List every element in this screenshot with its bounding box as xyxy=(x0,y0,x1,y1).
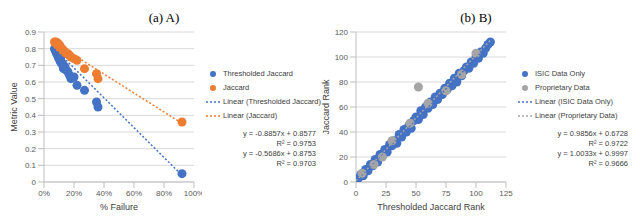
html-text:y = -0.8857x + 0.8577: y = -0.8857x + 0.8577 xyxy=(243,129,316,138)
svg-text:Jaccard Rank: Jaccard Rank xyxy=(321,79,331,135)
svg-text:0.9: 0.9 xyxy=(25,28,37,37)
html-text:Linear (ISIC Data Only): Linear (ISIC Data Only) xyxy=(535,97,613,106)
html-text:Linear (Proprietary Data): Linear (Proprietary Data) xyxy=(535,111,618,120)
svg-text:120: 120 xyxy=(335,28,349,37)
svg-text:0.4: 0.4 xyxy=(25,111,37,120)
svg-text:0.7: 0.7 xyxy=(25,61,37,70)
html-text:(b) B): (b) B) xyxy=(460,10,492,25)
svg-text:60: 60 xyxy=(339,103,348,112)
svg-text:% Failure: % Failure xyxy=(100,202,138,210)
html-text:ISIC Data Only: ISIC Data Only xyxy=(535,69,585,78)
html-text:Linear (Thresholded Jaccard): Linear (Thresholded Jaccard) xyxy=(223,97,321,106)
svg-text:0.6: 0.6 xyxy=(25,78,37,87)
svg-text:100: 100 xyxy=(335,53,349,62)
svg-text:40: 40 xyxy=(339,128,348,137)
svg-text:50: 50 xyxy=(412,189,421,198)
svg-text:0: 0 xyxy=(32,178,37,187)
svg-text:0.8: 0.8 xyxy=(25,45,37,54)
svg-text:0.2: 0.2 xyxy=(25,145,37,154)
svg-text:0.5: 0.5 xyxy=(25,95,37,104)
svg-text:100: 100 xyxy=(469,189,483,198)
svg-text:75: 75 xyxy=(442,189,451,198)
svg-text:0: 0 xyxy=(354,189,359,198)
html-text:R² = 0.9666: R² = 0.9666 xyxy=(588,159,628,168)
svg-text:20%: 20% xyxy=(66,189,82,198)
html-text:y = 0.9856x + 0.6728: y = 0.9856x + 0.6728 xyxy=(557,129,628,138)
html-text:y = -0.5686x + 0.8753: y = -0.5686x + 0.8753 xyxy=(243,149,316,158)
svg-text:80: 80 xyxy=(339,78,348,87)
svg-text:0%: 0% xyxy=(38,189,50,198)
svg-text:Metric Value: Metric Value xyxy=(9,82,19,131)
svg-text:100%: 100% xyxy=(184,189,202,198)
svg-text:0.1: 0.1 xyxy=(25,161,37,170)
svg-text:Thresholded Jaccard Rank: Thresholded Jaccard Rank xyxy=(377,202,485,210)
svg-text:20: 20 xyxy=(339,153,348,162)
html-text:R² = 0.9722: R² = 0.9722 xyxy=(588,139,628,148)
html-text:R² = 0.9703: R² = 0.9703 xyxy=(276,159,316,168)
svg-text:0: 0 xyxy=(344,178,349,187)
html-text:Thresholded Jaccard: Thresholded Jaccard xyxy=(223,69,293,78)
svg-text:125: 125 xyxy=(499,189,513,198)
html-text:y = 1.0033x + 0.9997: y = 1.0033x + 0.9997 xyxy=(557,149,628,158)
html-text:Linear (Jaccard): Linear (Jaccard) xyxy=(223,111,278,120)
html-text:(a) A): (a) A) xyxy=(148,10,180,25)
html-text:R² = 0.9753: R² = 0.9753 xyxy=(276,139,316,148)
svg-text:60%: 60% xyxy=(126,189,142,198)
svg-text:0.3: 0.3 xyxy=(25,128,37,137)
svg-text:25: 25 xyxy=(382,189,391,198)
html-text:Proprietary Data: Proprietary Data xyxy=(535,83,590,92)
html-text:Jaccard: Jaccard xyxy=(223,83,250,92)
svg-text:40%: 40% xyxy=(96,189,112,198)
svg-text:80%: 80% xyxy=(156,189,172,198)
